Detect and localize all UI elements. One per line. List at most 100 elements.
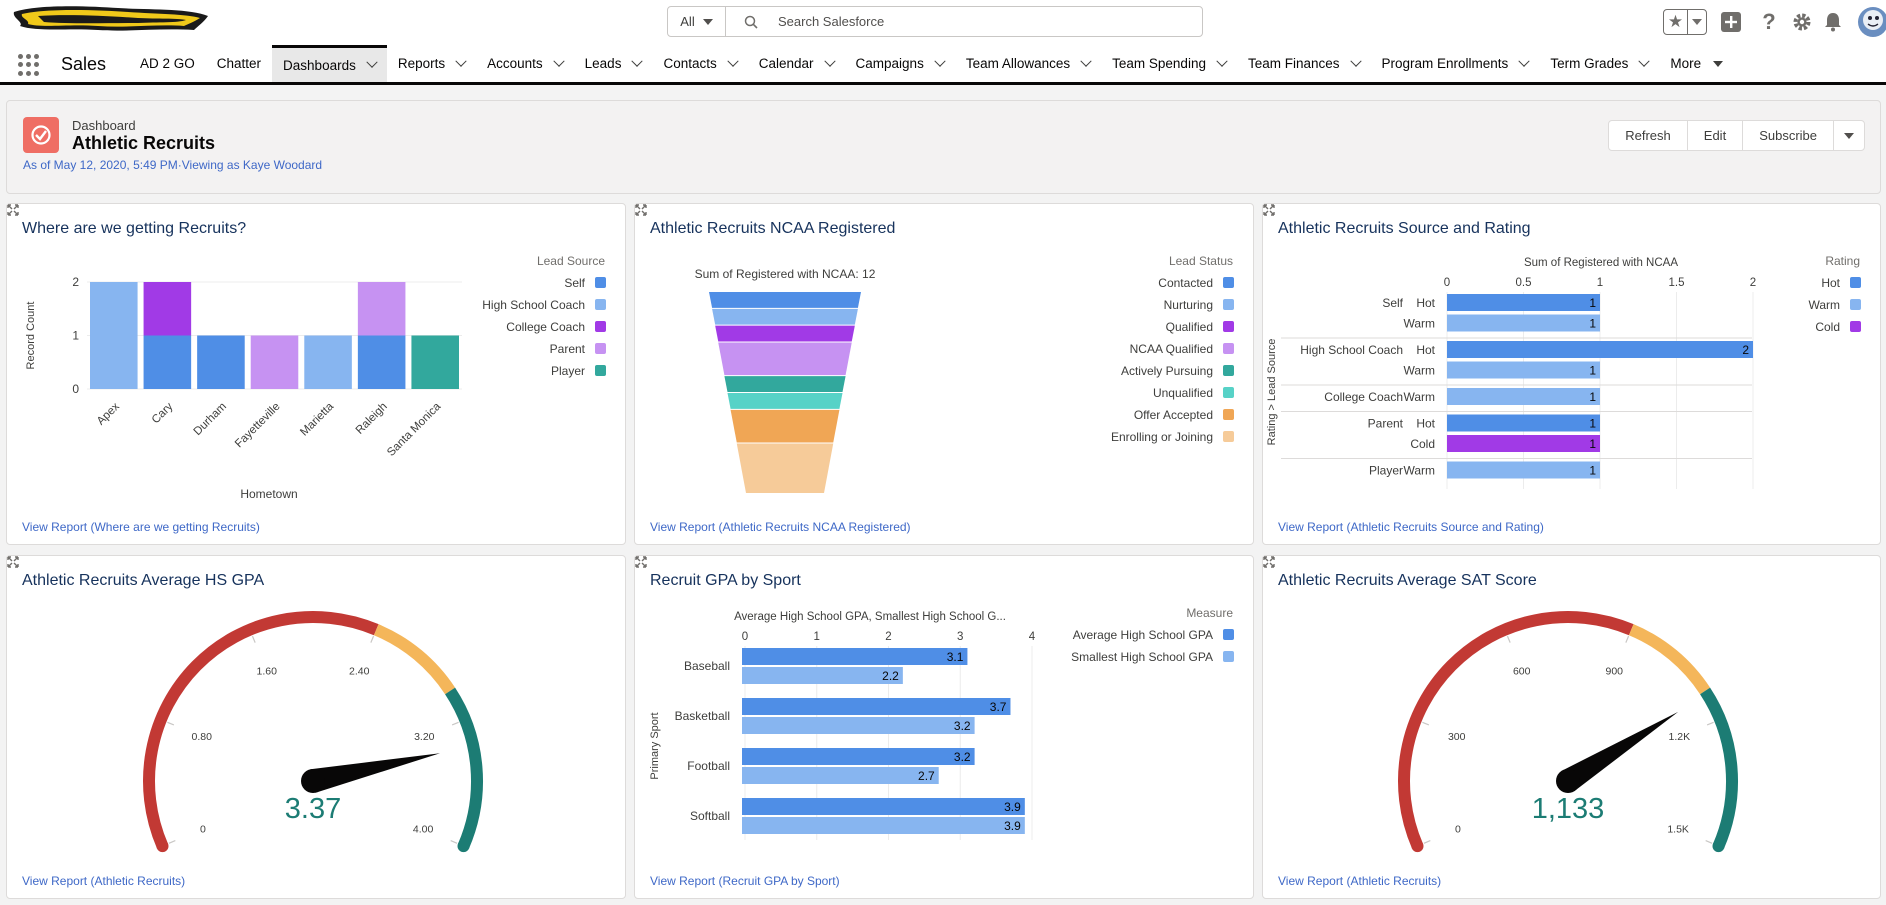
chevron-down-icon[interactable] (1216, 55, 1228, 67)
expand-icon[interactable] (635, 556, 647, 568)
funnel-segment (718, 342, 852, 376)
chevron-down-icon[interactable] (1080, 55, 1092, 67)
chevron-down-icon[interactable] (1518, 55, 1530, 67)
view-report-link[interactable]: View Report (Athletic Recruits) (22, 874, 186, 888)
nav-tab-program-enrollments[interactable]: Program Enrollments (1371, 45, 1540, 82)
gauge-band (373, 624, 456, 695)
subscribe-button[interactable]: Subscribe (1743, 121, 1834, 150)
nav-tab-calendar[interactable]: Calendar (748, 45, 845, 82)
search-input[interactable]: Search Salesforce (778, 14, 885, 29)
search-icon (744, 15, 766, 29)
legend-swatch (1223, 409, 1234, 420)
app-launcher-icon[interactable] (18, 54, 40, 76)
view-report-link[interactable]: View Report (Athletic Recruits) (1278, 874, 1442, 888)
expand-icon[interactable] (1263, 556, 1275, 568)
data-label: 1 (1589, 464, 1596, 478)
group-label: Player (1369, 464, 1403, 478)
nav-tab-contacts[interactable]: Contacts (652, 45, 747, 82)
group-label: Parent (1368, 417, 1404, 431)
gauge-tick-label: 1.2K (1668, 731, 1690, 743)
chevron-down-icon[interactable] (1349, 55, 1362, 67)
nav-tab-more[interactable]: More (1659, 45, 1734, 82)
more-actions-button[interactable] (1834, 121, 1864, 150)
nav-tab-label: More (1670, 56, 1702, 71)
setup-button[interactable] (1790, 9, 1814, 35)
org-logo[interactable] (8, 2, 213, 41)
chevron-down-icon[interactable] (631, 55, 644, 67)
view-report-link[interactable]: View Report (Athletic Recruits NCAA Regi… (650, 520, 911, 534)
nav-tab-accounts[interactable]: Accounts (476, 45, 574, 82)
help-button[interactable]: ? (1758, 9, 1780, 35)
gauge-tick (168, 840, 176, 844)
nav-tab-label: Term Grades (1550, 56, 1629, 71)
nav-tab-ad-2-go[interactable]: AD 2 GO (129, 45, 206, 82)
nav-tab-team-finances[interactable]: Team Finances (1237, 45, 1371, 82)
y-tick-label: Basketball (675, 709, 730, 723)
global-search[interactable]: All Search Salesforce (667, 6, 1203, 37)
refresh-button[interactable]: Refresh (1609, 121, 1688, 150)
data-label: 1 (1589, 364, 1596, 378)
avatar[interactable] (1856, 5, 1886, 39)
search-scope-dropdown[interactable]: All (668, 7, 726, 36)
gauge-band (1398, 611, 1634, 849)
chevron-down-icon[interactable] (823, 55, 836, 67)
bar (1447, 341, 1753, 358)
gauge-hub (1556, 769, 1580, 793)
gauge-tick (1706, 721, 1714, 726)
gauge-hub (301, 769, 325, 793)
nav-tab-chatter[interactable]: Chatter (206, 45, 272, 82)
edit-button[interactable]: Edit (1688, 121, 1744, 150)
widget-title: Recruit GPA by Sport (650, 572, 801, 589)
nav-tab-term-grades[interactable]: Term Grades (1539, 45, 1659, 82)
nav-tab-team-spending[interactable]: Team Spending (1101, 45, 1237, 82)
bar-segment (411, 335, 459, 389)
nav-tab-leads[interactable]: Leads (574, 45, 653, 82)
dashboard-timestamp: As of May 12, 2020, 5:49 PM·Viewing as K… (23, 158, 323, 172)
bar-segment (143, 335, 192, 389)
y-tick-label: 2 (72, 275, 79, 289)
chart-subtitle: Average High School GPA, Smallest High S… (734, 611, 1006, 623)
legend-label: High School Coach (482, 298, 585, 312)
chevron-down-icon[interactable] (366, 56, 378, 68)
chevron-down-icon[interactable] (934, 55, 946, 67)
group-label: Self (1382, 296, 1403, 310)
nav-tab-reports[interactable]: Reports (387, 45, 476, 82)
gauge-tick (251, 635, 256, 643)
legend-swatch (1850, 321, 1861, 332)
nav-tab-team-allowances[interactable]: Team Allowances (955, 45, 1101, 82)
expand-icon[interactable] (1263, 204, 1275, 216)
bar (1447, 435, 1600, 452)
dashboard-icon (23, 117, 59, 153)
expand-icon[interactable] (635, 204, 647, 216)
favorites-button[interactable]: ★ (1663, 9, 1707, 35)
chevron-down-icon[interactable] (727, 55, 739, 67)
expand-icon[interactable] (7, 556, 19, 568)
nav-tab-campaigns[interactable]: Campaigns (845, 45, 955, 82)
x-tick-label: 0 (1444, 277, 1450, 289)
x-tick-label: 3 (957, 631, 963, 643)
plus-icon (1721, 12, 1741, 32)
global-actions-button[interactable] (1720, 9, 1742, 35)
legend-swatch (1223, 277, 1234, 288)
chevron-down-icon[interactable] (1638, 55, 1651, 67)
gauge-tick-label: 0 (1455, 824, 1461, 836)
legend-title: Measure (1186, 606, 1233, 620)
chevron-down-icon[interactable] (455, 55, 467, 67)
nav-tab-dashboards[interactable]: Dashboards (272, 45, 387, 82)
notifications-button[interactable] (1822, 9, 1844, 35)
app-nav-bar: Sales AD 2 GO Chatter Dashboards Reports Acc… (0, 45, 1886, 85)
gauge-cap (156, 840, 169, 853)
view-report-link[interactable]: View Report (Athletic Recruits Source an… (1278, 520, 1544, 534)
chevron-down-icon[interactable] (552, 55, 565, 67)
nav-tab-label: Calendar (758, 56, 814, 71)
data-label: 3.2 (954, 719, 971, 733)
chevron-down-icon[interactable] (1713, 60, 1724, 67)
view-report-link[interactable]: View Report (Where are we getting Recrui… (22, 520, 260, 534)
view-report-link[interactable]: View Report (Recruit GPA by Sport) (650, 874, 840, 888)
bar (742, 667, 903, 684)
x-tick-label: Fayetteville (233, 401, 283, 451)
legend-label: Average High School GPA (1073, 628, 1213, 642)
gauge-tick-label: 300 (1448, 731, 1466, 743)
expand-icon[interactable] (7, 204, 19, 216)
legend-label: Actively Pursuing (1121, 364, 1213, 378)
